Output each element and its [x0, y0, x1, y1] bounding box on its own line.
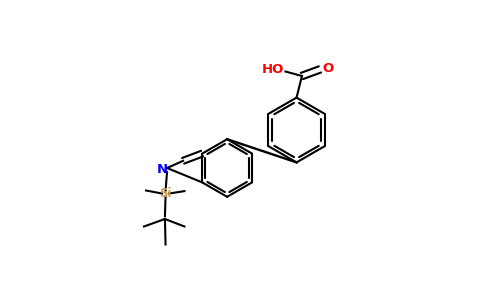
Text: HO: HO	[261, 63, 284, 76]
Text: Si: Si	[159, 187, 172, 200]
Text: O: O	[322, 62, 333, 75]
Text: N: N	[157, 163, 168, 176]
